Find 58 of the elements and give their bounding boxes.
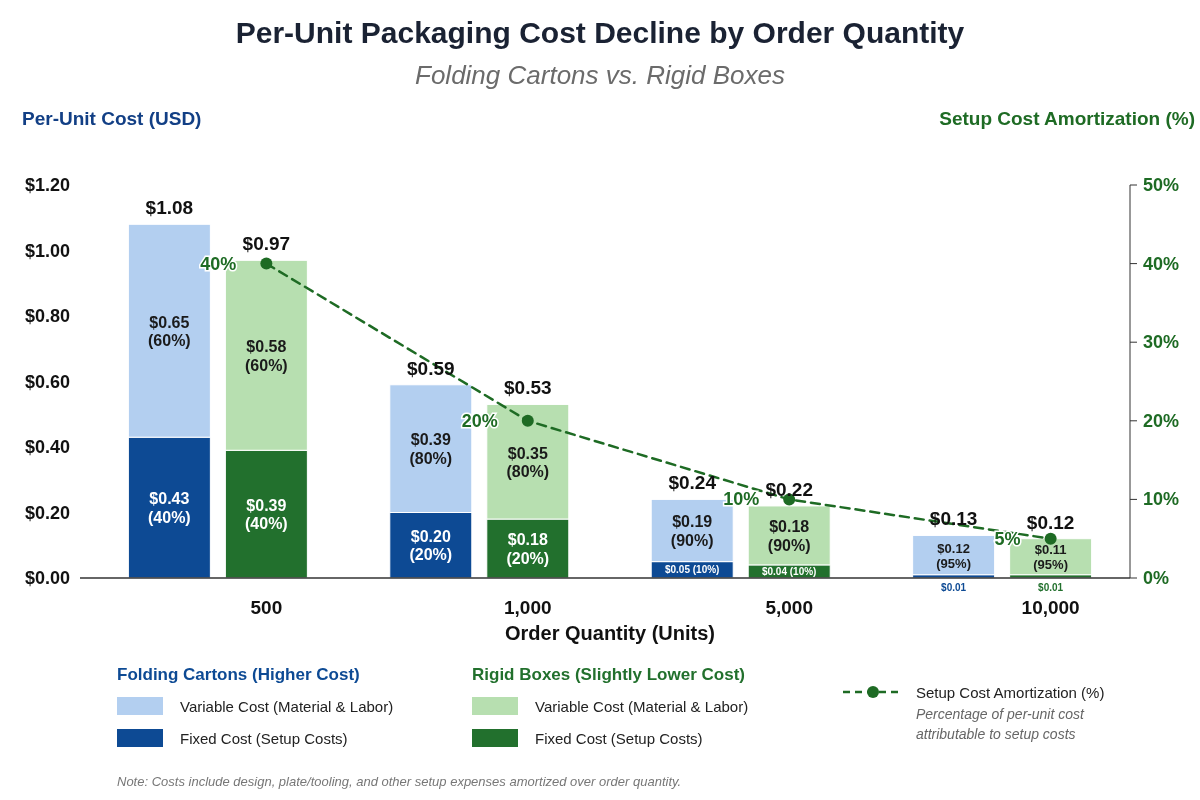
text: Note: Costs include design, plate/tooling, and other setup expenses amortized over order quantity. (117, 774, 682, 789)
total-label: $0.97 (242, 233, 291, 255)
chart-title: Per-Unit Packaging Cost Decline by Order Quantity (235, 16, 965, 49)
total-label: $0.24 (668, 472, 717, 494)
legend-label: Variable Cost (Material & Labor) (535, 697, 749, 715)
data-label: $0.58 (60%) (245, 337, 288, 373)
total-label: $0.22 (765, 478, 813, 500)
data-label: $0.01 (1038, 582, 1064, 593)
data-label: $0.19 (90%) (670, 512, 714, 549)
y-tick-label: $0.60 (24, 371, 70, 392)
total-label: $0.12 (1026, 511, 1075, 533)
y2-tick-label: 20% (1143, 410, 1180, 431)
y2-tick-label: 30% (1143, 332, 1180, 353)
x-axis-title: Order Quantity (Units) (504, 622, 716, 644)
y2-tick-label: 0% (1143, 568, 1170, 588)
y-tick-label: $0.00 (24, 568, 70, 588)
data-label: $0.20 (20%) (409, 527, 453, 563)
text: Percentage of per-unit cost attributable to setup costs (916, 706, 1085, 742)
legend-label: Fixed Cost (Setup Costs) (180, 729, 348, 747)
total-label: $1.08 (145, 197, 194, 219)
data-label: $0.18 (20%) (506, 530, 550, 567)
y-tick-label: $1.00 (24, 240, 70, 261)
data-label: 40% (200, 253, 237, 274)
y-axis-title: Per-Unit Cost (USD) (22, 108, 202, 129)
legend-label: Setup Cost Amortization (%) (916, 683, 1105, 701)
legend-label: Fixed Cost (Setup Costs) (535, 729, 703, 747)
data-label: $0.12 (95%) (936, 540, 971, 571)
data-label: $0.04 (10%) (761, 565, 817, 577)
data-label: $0.39 (40%) (245, 496, 288, 532)
data-label: $0.11 (95%) (1033, 541, 1068, 572)
data-label: $0.65 (60%) (148, 313, 191, 349)
data-label: 5% (994, 528, 1021, 549)
data-label: $0.01 (941, 582, 967, 593)
data-label: $0.18 (90%) (767, 517, 811, 554)
data-label: $0.05 (10%) (664, 564, 720, 576)
x-tick-label: 5,000 (765, 597, 813, 618)
data-label: 20% (461, 410, 498, 431)
data-label: $0.43 (40%) (148, 489, 191, 526)
x-tick-label: 10,000 (1021, 597, 1080, 618)
data-label: $0.39 (80%) (409, 430, 453, 467)
data-label: $0.35 (80%) (506, 444, 550, 480)
text: Folding Cartons (Higher Cost) (117, 665, 360, 684)
x-tick-label: 500 (250, 597, 283, 618)
legend-label: Variable Cost (Material & Labor) (180, 697, 394, 715)
y-tick-label: $0.80 (24, 306, 70, 326)
chart-subtitle: Folding Cartons vs. Rigid Boxes (415, 60, 785, 90)
y2-tick-label: 40% (1143, 253, 1180, 274)
text: Rigid Boxes (Slightly Lower Cost) (472, 665, 745, 684)
y-tick-label: $0.20 (24, 502, 70, 523)
y-tick-label: $1.20 (24, 175, 70, 195)
y-tick-label: $0.40 (24, 437, 70, 457)
data-label: 10% (723, 489, 760, 510)
y2-tick-label: 50% (1143, 175, 1180, 195)
total-label: $0.53 (504, 377, 552, 399)
x-tick-label: 1,000 (504, 597, 552, 618)
total-label: $0.13 (929, 508, 978, 530)
y2-axis-title: Setup Cost Amortization (%) (939, 108, 1195, 129)
y2-tick-label: 10% (1143, 489, 1180, 510)
